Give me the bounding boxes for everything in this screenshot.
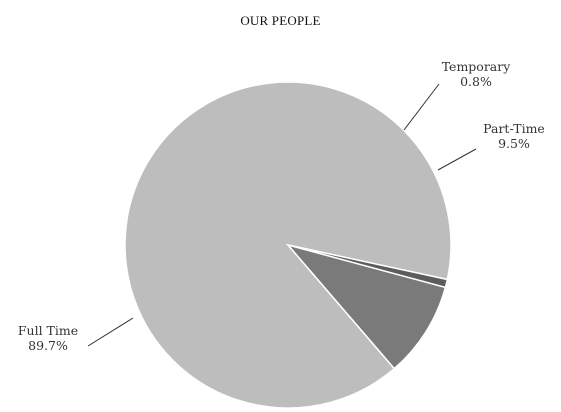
leader-line-temporary — [403, 83, 440, 131]
slice-value-part-time: 9.5% — [498, 136, 530, 151]
slice-value-full-time: 89.7% — [28, 338, 68, 353]
slice-value-temporary: 0.8% — [460, 74, 492, 89]
pie-slice-part-time — [285, 243, 447, 370]
slice-label-full-time: Full Time — [18, 323, 78, 338]
leader-line-full-time — [87, 317, 134, 347]
slice-label-temporary: Temporary — [442, 59, 512, 74]
leader-line-part-time — [437, 148, 477, 171]
chart-title: OUR PEOPLE — [240, 13, 321, 28]
slice-label-part-time: Part-Time — [483, 121, 545, 136]
